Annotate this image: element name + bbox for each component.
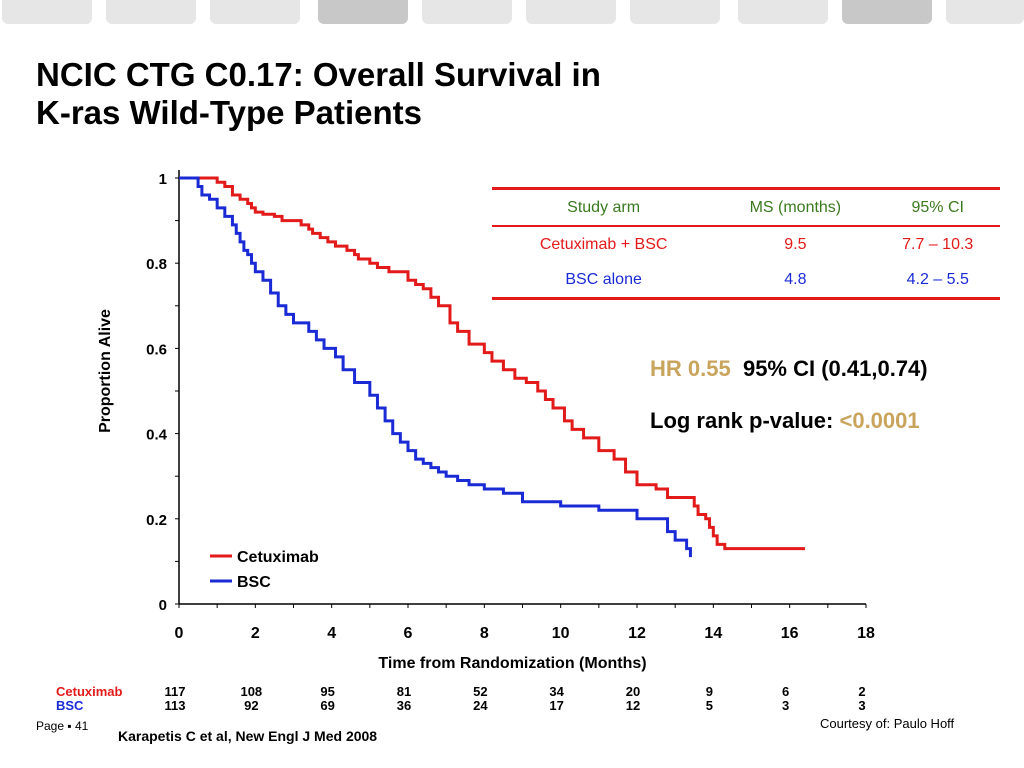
- x-tick-label: 18: [857, 625, 875, 642]
- hazard-ratio: HR 0.55 95% CI (0.41,0.74): [650, 356, 928, 382]
- risk-label-cetuximab: Cetuximab: [56, 684, 123, 699]
- nav-tab[interactable]: [2, 0, 92, 24]
- risk-count-cetuximab: 9: [705, 684, 713, 699]
- legend-label-bsc: BSC: [237, 574, 271, 591]
- x-tick-label: 16: [781, 625, 799, 642]
- nav-tab[interactable]: [526, 0, 616, 24]
- logrank-value: <0.0001: [839, 408, 920, 433]
- table-cell: BSC alone: [492, 262, 716, 300]
- risk-count-bsc: 3: [858, 698, 866, 713]
- page-number: Page ▪ 41: [36, 719, 89, 733]
- x-axis-label: Time from Randomization (Months): [378, 655, 646, 672]
- y-axis-label: Proportion Alive: [97, 309, 114, 433]
- nav-tab[interactable]: [106, 0, 196, 24]
- table-row: BSC alone 4.8 4.2 – 5.5: [492, 262, 1000, 300]
- risk-count-cetuximab: 108: [240, 684, 263, 699]
- risk-count-bsc: 12: [625, 698, 641, 713]
- risk-count-bsc: 69: [320, 698, 335, 713]
- nav-tab-active[interactable]: [318, 0, 408, 24]
- nav-tab[interactable]: [738, 0, 828, 24]
- slide-title-line2: K-ras Wild-Type Patients: [36, 94, 422, 131]
- table-header-row: Study arm MS (months) 95% CI: [492, 187, 1000, 227]
- table-cell: 7.7 – 10.3: [902, 235, 974, 253]
- risk-count-bsc: 5: [705, 698, 713, 713]
- nav-tab[interactable]: [946, 0, 1024, 24]
- x-tick-label: 0: [175, 625, 184, 642]
- risk-count-bsc: 17: [549, 698, 564, 713]
- logrank-pvalue: Log rank p-value: <0.0001: [650, 408, 920, 434]
- x-tick-label: 8: [480, 625, 489, 642]
- courtesy-note: Courtesy of: Paulo Hoff: [820, 716, 955, 731]
- risk-count-cetuximab: 2: [858, 684, 866, 699]
- x-tick-label: 4: [327, 625, 336, 642]
- hr-ci: 95% CI (0.41,0.74): [742, 356, 928, 381]
- table-cell: Cetuximab + BSC: [539, 235, 668, 253]
- risk-count-cetuximab: 52: [473, 684, 488, 699]
- table-cell: 4.2 – 5.5: [875, 262, 1000, 300]
- table-header-cell: Study arm: [492, 187, 716, 227]
- slide-nav-tabs: [0, 0, 1024, 24]
- x-tick-label: 10: [552, 625, 570, 642]
- risk-count-bsc: 3: [782, 698, 790, 713]
- risk-count-bsc: 113: [164, 698, 186, 713]
- table-cell: 4.8: [715, 262, 876, 300]
- nav-tab[interactable]: [422, 0, 512, 24]
- risk-label-bsc: BSC: [56, 698, 84, 713]
- y-tick-label: 1: [159, 171, 167, 188]
- x-tick-label: 2: [251, 625, 260, 642]
- risk-count-bsc: 36: [396, 698, 412, 713]
- risk-count-cetuximab: 20: [625, 684, 641, 699]
- risk-count-cetuximab: 81: [396, 684, 412, 699]
- citation: Karapetis C et al, New Engl J Med 2008: [118, 728, 378, 744]
- y-tick-label: 0.2: [146, 512, 167, 529]
- x-tick-label: 14: [704, 625, 722, 642]
- y-tick-label: 0.8: [146, 256, 167, 273]
- nav-tab[interactable]: [842, 0, 932, 24]
- risk-count-cetuximab: 117: [164, 684, 186, 699]
- legend-label-cetuximab: Cetuximab: [237, 549, 319, 566]
- nav-tab[interactable]: [210, 0, 300, 24]
- table-row: Cetuximab + BSC 9.5 7.7 – 10.3: [492, 226, 1000, 262]
- y-tick-label: 0.6: [146, 341, 167, 358]
- table-header-cell: 95% CI: [875, 187, 1000, 227]
- slide-title-line1: NCIC CTG C0.17: Overall Survival in: [36, 56, 601, 93]
- table-cell: 9.5: [784, 235, 807, 253]
- risk-count-cetuximab: 6: [782, 684, 790, 699]
- survival-curve-bsc: [179, 176, 692, 558]
- x-tick-label: 6: [404, 625, 413, 642]
- slide-title: NCIC CTG C0.17: Overall Survival in K-ra…: [36, 56, 601, 132]
- logrank-label: Log rank p-value:: [650, 408, 840, 433]
- nav-tab[interactable]: [630, 0, 720, 24]
- risk-count-bsc: 92: [244, 698, 259, 713]
- y-tick-label: 0: [159, 597, 167, 614]
- survival-curve-cetuximab: [179, 176, 805, 551]
- y-tick-label: 0.4: [146, 427, 168, 444]
- x-tick-label: 12: [628, 625, 646, 642]
- table-header-cell: MS (months): [715, 187, 876, 227]
- median-survival-table: Study arm MS (months) 95% CI Cetuximab +…: [492, 187, 1000, 300]
- risk-count-bsc: 24: [473, 698, 488, 713]
- risk-count-cetuximab: 95: [320, 684, 335, 699]
- hr-value: HR 0.55: [650, 356, 731, 381]
- risk-count-cetuximab: 34: [549, 684, 564, 699]
